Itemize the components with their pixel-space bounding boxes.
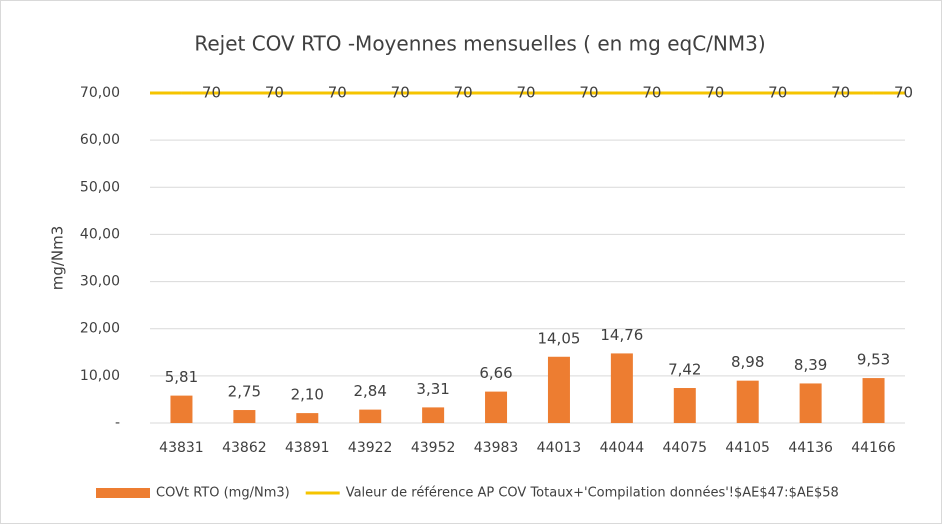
x-tick-label: 44166 [851, 440, 896, 456]
y-tick-label: 40,00 [80, 226, 120, 242]
x-tick-label: 43831 [159, 440, 204, 456]
legend-label: Valeur de référence AP COV Totaux+'Compi… [346, 486, 839, 501]
data-label: 70 [768, 84, 787, 102]
data-label: 5,81 [165, 368, 198, 386]
data-label: 70 [454, 84, 473, 102]
data-label: 70 [894, 84, 913, 102]
x-tick-label: 44105 [725, 440, 770, 456]
y-tick-label: 60,00 [80, 132, 120, 148]
data-label: 2,10 [291, 386, 324, 404]
data-label: 70 [202, 84, 221, 102]
data-label: 9,53 [857, 351, 890, 369]
data-label: 70 [705, 84, 724, 102]
y-axis-label: mg/Nm3 [49, 226, 67, 291]
x-tick-label: 43922 [348, 440, 393, 456]
data-label: 8,39 [794, 356, 827, 374]
bar [296, 413, 319, 423]
bar [673, 388, 696, 423]
data-label: 2,75 [228, 383, 261, 401]
data-label: 70 [516, 84, 535, 102]
data-label: 14,76 [600, 326, 643, 344]
x-tick-label: 43983 [474, 440, 519, 456]
legend-swatch [96, 488, 150, 498]
x-tick-label: 44075 [663, 440, 708, 456]
data-label: 70 [391, 84, 410, 102]
bar [233, 410, 256, 423]
y-tick-label: 30,00 [80, 274, 120, 290]
y-tick-label: - [115, 415, 120, 431]
bar [547, 356, 570, 423]
bar [736, 380, 759, 423]
data-label: 70 [265, 84, 284, 102]
data-label: 8,98 [731, 353, 764, 371]
bar [422, 407, 445, 423]
y-tick-label: 20,00 [80, 321, 120, 337]
x-tick-label: 44013 [537, 440, 582, 456]
data-label: 70 [579, 84, 598, 102]
y-tick-label: 10,00 [80, 368, 120, 384]
bar [862, 378, 885, 423]
bar [610, 353, 633, 423]
x-tick-label: 44136 [788, 440, 833, 456]
x-tick-label: 43891 [285, 440, 330, 456]
y-tick-label: 50,00 [80, 179, 120, 195]
data-label: 2,84 [354, 382, 387, 400]
data-label: 6,66 [479, 364, 512, 382]
chart-title: Rejet COV RTO -Moyennes mensuelles ( en … [194, 32, 765, 56]
data-label: 7,42 [668, 361, 701, 379]
bar [359, 409, 382, 423]
data-label: 70 [328, 84, 347, 102]
bar [485, 391, 508, 423]
x-tick-label: 43952 [411, 440, 456, 456]
data-label: 70 [642, 84, 661, 102]
x-tick-label: 44044 [600, 440, 645, 456]
bar [170, 395, 193, 423]
data-label: 3,31 [416, 380, 449, 398]
data-label: 70 [831, 84, 850, 102]
y-tick-label: 70,00 [80, 85, 120, 101]
legend-label: COVt RTO (mg/Nm3) [156, 486, 290, 501]
bar [799, 383, 822, 423]
data-label: 14,05 [537, 329, 580, 347]
x-tick-label: 43862 [222, 440, 267, 456]
